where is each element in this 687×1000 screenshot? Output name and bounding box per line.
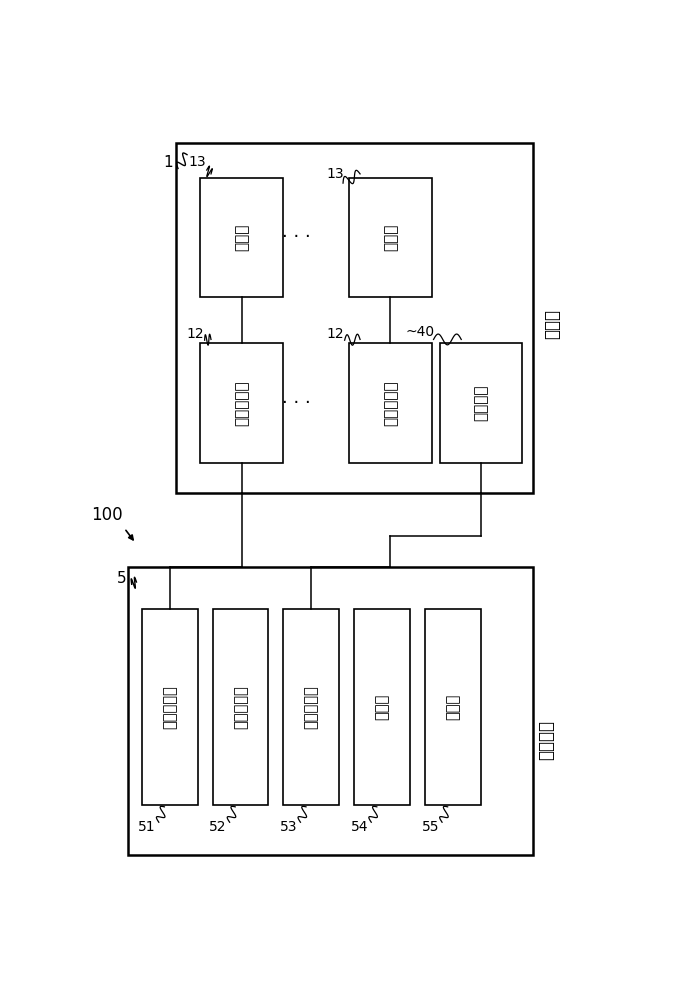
Text: 1: 1: [164, 155, 173, 170]
Text: 驱动源: 驱动源: [234, 224, 249, 251]
Text: 12: 12: [186, 327, 204, 341]
Bar: [350, 178, 432, 297]
Text: 51: 51: [138, 820, 156, 834]
Text: 13: 13: [189, 155, 207, 169]
Text: 100: 100: [91, 506, 123, 524]
Bar: [425, 609, 481, 805]
Text: · · ·: · · ·: [282, 394, 311, 412]
Text: · · ·: · · ·: [282, 228, 311, 246]
Text: 13: 13: [326, 167, 344, 181]
Text: 信息取得部: 信息取得部: [233, 685, 248, 729]
Text: 力检测器: 力检测器: [474, 385, 488, 421]
Bar: [440, 343, 523, 463]
Bar: [212, 609, 269, 805]
Text: 接触判断部: 接触判断部: [304, 685, 319, 729]
Text: 驱动控制部: 驱动控制部: [162, 685, 177, 729]
Bar: [177, 143, 533, 493]
Text: 12: 12: [326, 327, 344, 341]
Text: 控制装置: 控制装置: [537, 720, 555, 760]
Text: 处理部: 处理部: [374, 694, 390, 720]
Text: 马达驱动器: 马达驱动器: [383, 380, 398, 426]
Bar: [354, 609, 410, 805]
Text: 52: 52: [209, 820, 227, 834]
Bar: [201, 343, 283, 463]
Bar: [284, 609, 339, 805]
Text: 5: 5: [117, 571, 127, 586]
Text: ~40: ~40: [406, 325, 435, 339]
Text: 机器人: 机器人: [543, 309, 561, 339]
Text: 54: 54: [351, 820, 368, 834]
Bar: [142, 609, 198, 805]
Bar: [201, 178, 283, 297]
Text: 驱动源: 驱动源: [383, 224, 398, 251]
Text: 53: 53: [280, 820, 297, 834]
Text: 马达驱动器: 马达驱动器: [234, 380, 249, 426]
Text: 存储部: 存储部: [445, 694, 460, 720]
Text: 55: 55: [422, 820, 439, 834]
Bar: [350, 343, 432, 463]
Bar: [128, 567, 533, 855]
